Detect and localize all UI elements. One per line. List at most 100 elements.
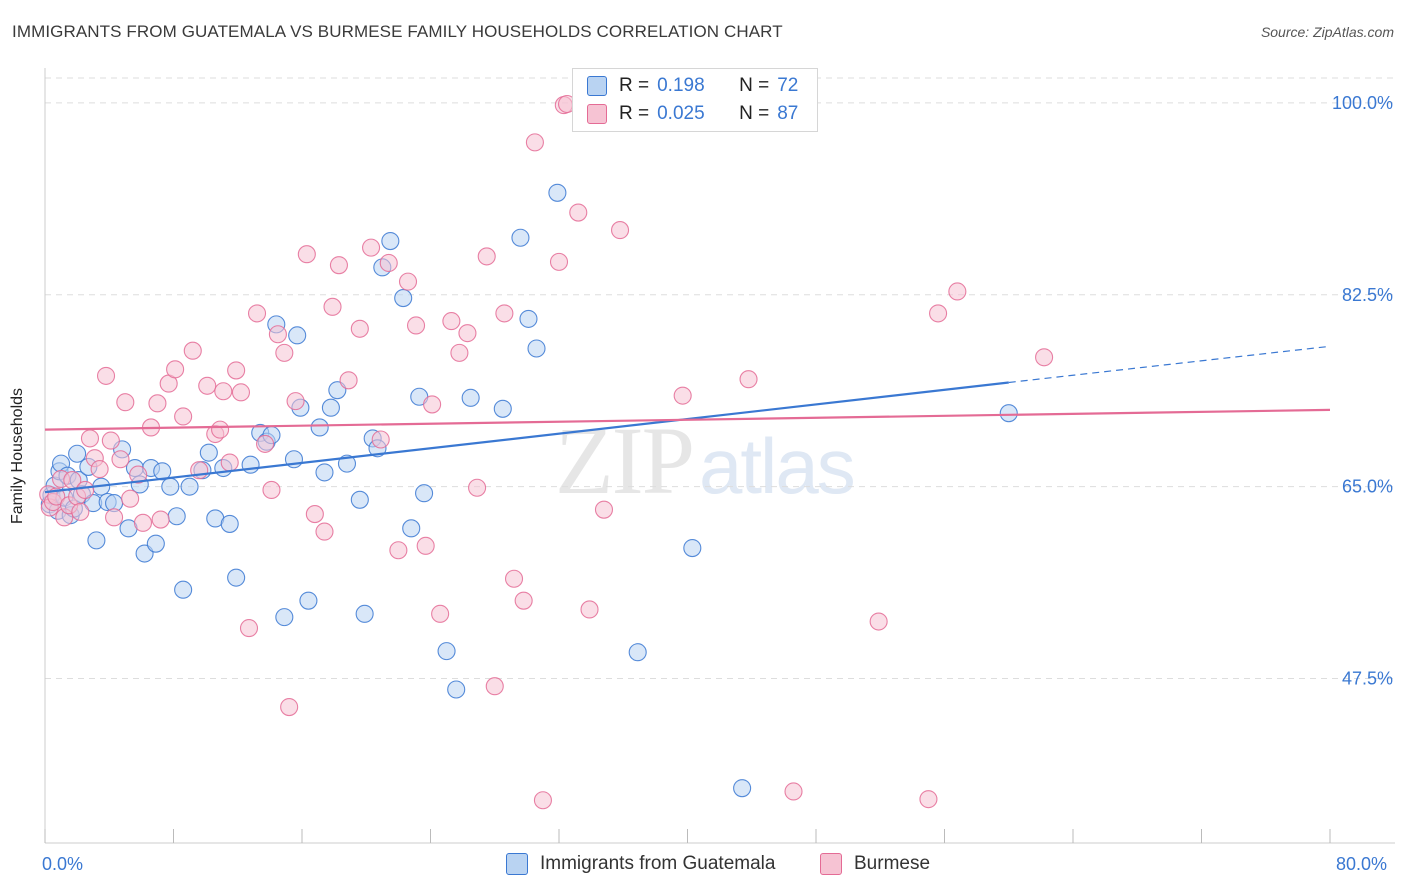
point-burmese	[525, 133, 544, 152]
point-burmese	[262, 480, 281, 499]
point-burmese	[133, 513, 153, 532]
point-burmese	[96, 366, 116, 385]
point-guatemala	[174, 580, 193, 599]
point-guatemala	[315, 463, 334, 482]
point-guatemala	[350, 490, 369, 509]
point-burmese	[90, 460, 109, 479]
point-burmese	[101, 431, 120, 450]
point-burmese	[948, 282, 967, 301]
point-guatemala	[461, 388, 480, 407]
point-burmese	[371, 430, 390, 449]
point-burmese	[450, 343, 469, 362]
point-burmese	[929, 304, 948, 323]
point-burmese	[129, 465, 148, 484]
point-guatemala	[437, 642, 456, 661]
point-guatemala	[511, 228, 530, 247]
chart-title: IMMIGRANTS FROM GUATEMALA VS BURMESE FAM…	[12, 22, 783, 41]
point-guatemala	[167, 507, 186, 526]
point-guatemala	[628, 643, 647, 662]
bottom-legend-guatemala: Immigrants from Guatemala	[506, 853, 775, 875]
point-burmese	[268, 325, 287, 344]
point-guatemala	[999, 404, 1018, 423]
point-burmese	[80, 429, 100, 448]
point-burmese	[919, 790, 938, 809]
legend-n-value-guatemala: 72	[777, 75, 799, 96]
point-guatemala	[447, 680, 466, 699]
y-tick-label: 47.5%	[1342, 669, 1393, 689]
legend-n-value-burmese: 87	[777, 103, 799, 124]
watermark-atlas: atlas	[699, 422, 856, 510]
point-guatemala	[180, 477, 199, 496]
point-guatemala	[227, 568, 246, 587]
point-burmese	[247, 304, 267, 323]
point-burmese	[286, 392, 305, 411]
point-burmese	[227, 361, 246, 380]
point-burmese	[183, 341, 202, 360]
point-guatemala	[683, 539, 702, 558]
point-guatemala	[220, 514, 239, 533]
y-tick-label: 65.0%	[1342, 477, 1393, 497]
point-guatemala	[548, 183, 567, 202]
y-tick-label: 82.5%	[1342, 285, 1393, 305]
bottom-legend-swatch-burmese	[820, 853, 842, 875]
point-burmese	[477, 247, 496, 266]
x-tick-label-max: 80.0%	[1336, 854, 1388, 874]
point-guatemala	[733, 779, 752, 798]
legend-swatch-guatemala	[587, 76, 607, 96]
point-guatemala	[519, 309, 538, 328]
point-burmese	[673, 386, 692, 405]
point-burmese	[504, 569, 524, 588]
bottom-legend-swatch-guatemala	[506, 853, 528, 875]
legend-r-value-burmese: 0.025	[657, 103, 705, 124]
point-burmese	[280, 697, 299, 717]
bottom-legend-label-guatemala: Immigrants from Guatemala	[540, 853, 776, 874]
trend-line-burmese	[44, 408, 1331, 431]
point-burmese	[350, 319, 369, 338]
series-guatemala-points	[40, 183, 1018, 798]
x-tick-label-min: 0.0%	[42, 854, 84, 874]
point-guatemala	[241, 455, 260, 474]
trend-lines	[44, 345, 1331, 494]
legend-row-burmese: R = 0.025 N = 87	[587, 103, 798, 125]
point-burmese	[389, 541, 408, 560]
point-burmese	[220, 453, 239, 472]
point-burmese	[121, 489, 140, 508]
point-burmese	[166, 360, 185, 379]
point-burmese	[1035, 348, 1054, 367]
point-guatemala	[299, 591, 318, 610]
legend-r-value-guatemala: 0.198	[657, 75, 705, 96]
point-burmese	[569, 203, 588, 222]
point-burmese	[151, 510, 170, 529]
y-axis-label: Family Households	[9, 387, 26, 525]
point-burmese	[784, 782, 803, 801]
trend-line-guatemala	[44, 381, 1009, 494]
point-burmese	[594, 500, 614, 519]
y-tick-labels: 47.5% 65.0% 82.5% 100.0%	[1332, 93, 1393, 689]
bottom-legend-burmese: Burmese	[820, 853, 930, 875]
point-burmese	[329, 256, 348, 275]
point-burmese	[495, 304, 514, 323]
point-burmese	[323, 297, 342, 316]
stats-legend: R = 0.198 N = 72 R = 0.025 N = 87	[572, 68, 818, 132]
point-guatemala	[161, 477, 180, 496]
grid-lines	[45, 77, 1395, 680]
legend-n-label: N =	[739, 103, 770, 124]
legend-row-guatemala: R = 0.198 N = 72	[587, 75, 798, 97]
point-burmese	[275, 343, 294, 362]
point-guatemala	[381, 231, 400, 251]
point-burmese	[76, 480, 95, 499]
point-guatemala	[310, 418, 329, 437]
point-guatemala	[87, 531, 106, 550]
point-guatemala	[321, 398, 340, 417]
series-burmese-points	[39, 94, 1054, 810]
point-burmese	[116, 393, 135, 412]
point-burmese	[485, 677, 504, 696]
point-burmese	[549, 252, 569, 271]
trend-line-guatemala-extension	[1008, 345, 1331, 384]
point-burmese	[148, 394, 167, 413]
point-burmese	[198, 376, 217, 395]
legend-n-label: N =	[739, 75, 770, 96]
point-burmese	[442, 312, 461, 331]
point-burmese	[458, 324, 477, 343]
point-burmese	[869, 612, 888, 631]
